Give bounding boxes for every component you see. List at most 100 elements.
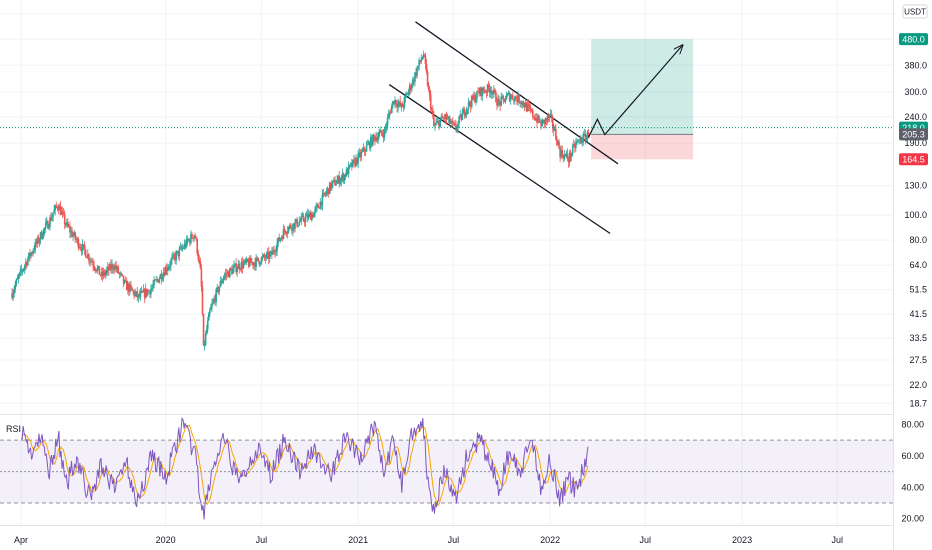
candle-body	[221, 280, 224, 284]
candle-body	[100, 272, 103, 276]
candle-body	[584, 133, 587, 141]
candle-body	[17, 276, 20, 279]
candle-body	[430, 108, 433, 111]
candle-body	[280, 237, 283, 239]
candle-body	[319, 201, 322, 209]
price-axis[interactable]: 600.0480.0380.0300.0240.0190.0130.0100.0…	[893, 0, 928, 550]
candle-body	[405, 93, 408, 96]
rsi-title[interactable]: RSI	[6, 424, 21, 434]
candle-body	[557, 141, 559, 146]
price-tick-label: 380.0	[904, 60, 927, 70]
candle-body	[501, 96, 504, 97]
price-tick-label: 240.0	[904, 112, 927, 122]
candle-body	[336, 180, 338, 184]
long-position-tool[interactable]	[591, 39, 694, 160]
candle-body	[356, 158, 358, 164]
candle-body	[565, 153, 568, 156]
candle-body	[447, 116, 450, 119]
candle-body	[138, 294, 141, 297]
candle-body	[198, 259, 201, 262]
candle-body	[63, 214, 66, 225]
candle-body	[263, 254, 266, 258]
candle-body	[439, 120, 441, 127]
candle-body	[124, 280, 127, 282]
price-pane[interactable]	[0, 21, 893, 351]
candle-body	[190, 233, 192, 243]
candle-body	[381, 133, 384, 135]
rsi-axis[interactable]: 80.00 60.00 40.00 20.00	[901, 419, 924, 523]
candle-body	[410, 85, 413, 90]
candle-body	[165, 267, 168, 271]
profit-zone[interactable]	[591, 39, 694, 135]
candle-body	[465, 109, 468, 115]
candle-body	[343, 174, 346, 181]
projection-path[interactable]	[587, 45, 683, 138]
candle-body	[245, 258, 248, 262]
candle-body	[149, 290, 151, 295]
candle-body	[153, 280, 155, 286]
candle-body	[407, 90, 410, 95]
loss-zone[interactable]	[591, 134, 694, 160]
candle-body	[300, 216, 303, 221]
candle-body	[105, 269, 108, 273]
candle-body	[509, 97, 512, 101]
candle-body	[572, 143, 575, 146]
candle-body	[428, 89, 431, 96]
candle-body	[552, 127, 555, 131]
candle-body	[394, 99, 396, 104]
candle-body	[92, 262, 94, 266]
candle-body	[367, 142, 370, 145]
candle-body	[26, 262, 28, 266]
candle-body	[421, 57, 424, 60]
candle-body	[18, 272, 21, 277]
candle-body	[24, 262, 27, 266]
candle-body	[36, 237, 39, 244]
descending-channel[interactable]	[388, 21, 619, 234]
rsi-pane[interactable]: RSI	[0, 417, 893, 520]
candle-body	[286, 231, 289, 234]
candle-body	[295, 219, 297, 223]
candle-body	[483, 91, 486, 93]
time-tick-label: Jul	[831, 535, 843, 545]
candle-body	[519, 102, 521, 104]
candle-body	[475, 98, 477, 102]
candle-body	[313, 212, 315, 218]
candle-body	[334, 179, 336, 186]
time-tick-label: 2020	[156, 535, 176, 545]
candle-body	[493, 89, 495, 93]
candle-body	[533, 116, 535, 118]
candle-body	[145, 288, 148, 295]
candle-body	[331, 183, 333, 189]
price-tick-label: 100.0	[904, 210, 927, 220]
rsi-levels	[0, 439, 893, 504]
projection-arrow[interactable]	[587, 45, 683, 138]
rsi-tick-label: 20.00	[901, 514, 924, 524]
currency-badge[interactable]: USDT	[902, 4, 928, 19]
price-tick-label: 51.5	[909, 285, 927, 295]
candle-body	[521, 101, 524, 104]
candle-body	[131, 287, 133, 291]
channel-upper-line[interactable]	[415, 21, 619, 165]
candle-body	[244, 260, 247, 262]
channel-lower-line[interactable]	[388, 84, 611, 234]
candle-body	[27, 258, 29, 266]
price-badge-label: 205.3	[902, 130, 925, 140]
candle-body	[374, 136, 376, 141]
candle-body	[420, 59, 423, 62]
candle-body	[571, 145, 574, 154]
candle-body	[29, 252, 31, 257]
candle-body	[84, 250, 87, 258]
candle-body	[188, 239, 190, 241]
candle-body	[148, 290, 150, 292]
candle-body	[137, 294, 140, 298]
time-tick-label: Jul	[640, 535, 652, 545]
candle-body	[102, 271, 105, 276]
candle-body	[54, 205, 57, 210]
candle-body	[537, 115, 539, 123]
time-tick-label: 2021	[348, 535, 368, 545]
candle-body	[201, 286, 204, 314]
candle-body	[52, 213, 54, 217]
candle-body	[186, 238, 189, 241]
time-axis[interactable]: Apr 2020 Jul 2021 Jul 2022 Jul 2023 Jul	[0, 525, 893, 546]
